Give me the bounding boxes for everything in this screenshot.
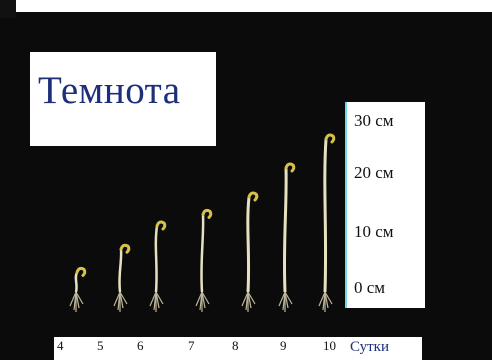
- day-label-6: 6: [137, 338, 144, 353]
- apical-hook: [155, 220, 167, 231]
- day-label-10: 10: [323, 338, 336, 353]
- apical-hook: [75, 266, 87, 277]
- scale-label-30: 30 см: [354, 111, 394, 130]
- seedling-day-10: [318, 133, 336, 312]
- seedling-day-5: [113, 243, 131, 312]
- stem: [154, 225, 159, 293]
- corner-mark: [0, 0, 16, 18]
- day-label-7: 7: [188, 338, 195, 353]
- seedling-day-9: [278, 162, 296, 312]
- day-label-5: 5: [97, 338, 104, 353]
- height-scale: 30 см 20 см 10 см 0 см: [345, 102, 425, 308]
- title-text: Темнота: [38, 69, 181, 112]
- unit-card: Сутки: [346, 337, 422, 360]
- apical-hook: [247, 191, 259, 202]
- stem: [323, 138, 328, 293]
- apical-hook: [284, 162, 296, 173]
- scale-label-10: 10 см: [354, 222, 394, 241]
- scale-label-0: 0 см: [354, 278, 386, 297]
- apical-hook: [324, 133, 336, 144]
- stem: [282, 167, 288, 293]
- day-strip: [54, 337, 347, 360]
- seedling-day-4: [69, 266, 87, 312]
- apical-hook: [201, 208, 213, 219]
- title-card: Темнота: [30, 52, 216, 146]
- scale-label-20: 20 см: [354, 163, 394, 182]
- top-strip: [0, 0, 492, 12]
- apical-hook: [119, 243, 131, 254]
- day-label-8: 8: [232, 338, 239, 353]
- stem: [200, 214, 205, 293]
- seedling-day-8: [241, 191, 259, 312]
- stem: [246, 196, 251, 293]
- unit-label: Сутки: [350, 339, 390, 355]
- stem: [74, 271, 79, 293]
- stem: [118, 249, 123, 293]
- day-label-4: 4: [57, 338, 64, 353]
- seedling-day-7: [195, 208, 213, 312]
- seedling-day-6: [149, 220, 167, 312]
- day-label-9: 9: [280, 338, 287, 353]
